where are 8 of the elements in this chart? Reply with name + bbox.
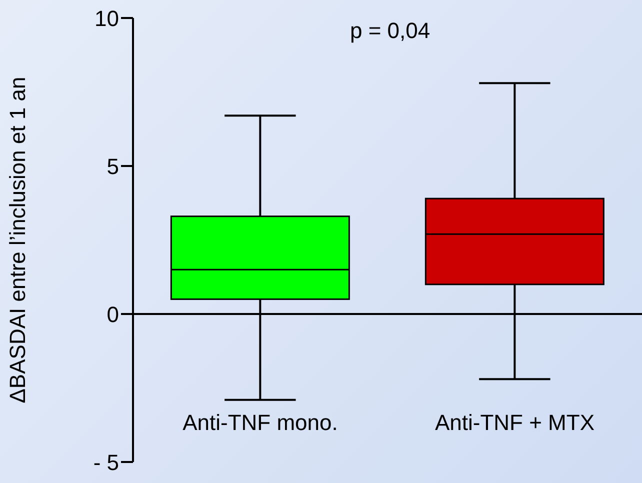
y-tick-label: 5 [106,154,119,179]
x-tick-label: Anti-TNF + MTX [434,410,595,435]
y-axis-title: ΔBASDAI entre l’inclusion et 1 an [4,76,30,404]
annotation: p = 0,04 [350,18,430,44]
y-tick-label: 10 [94,6,119,31]
y-tick-label: - 5 [93,450,119,475]
y-tick-label: 0 [106,302,119,327]
x-tick-label: Anti-TNF mono. [182,410,338,435]
